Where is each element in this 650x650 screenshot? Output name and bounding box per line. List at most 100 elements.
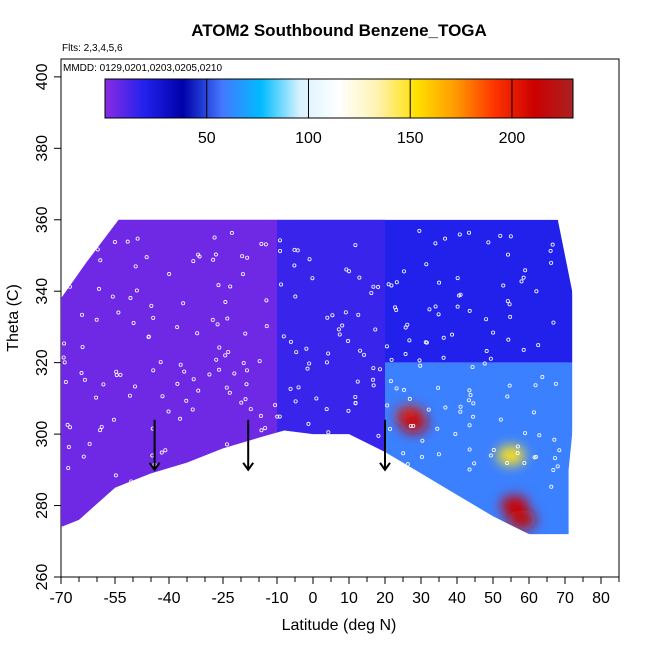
sample-point [540,375,545,380]
sample-point [217,345,222,350]
sample-point [533,383,538,388]
sample-point [224,385,229,390]
sample-point [159,450,164,455]
sample-point [87,441,92,446]
sample-point [161,472,166,477]
y-axis: 260 280 300 320 340 360 380 400 [34,63,61,590]
sample-point [292,263,297,268]
sample-point [245,255,250,260]
sample-point [467,308,472,313]
sample-point [305,366,310,371]
sample-point [344,267,349,272]
y-tick-label: 260 [34,564,51,591]
sample-point [158,360,163,365]
arrow-head [242,462,255,472]
sample-point [146,334,151,339]
sample-point [279,451,284,456]
sample-point [386,282,391,287]
sample-point [207,372,212,377]
x-tick-label: 0 [309,590,318,607]
sample-point [467,447,472,452]
sample-point [258,413,263,418]
sample-point [467,230,472,235]
sample-point [257,359,262,364]
sample-point [223,353,228,358]
sample-point [232,371,237,376]
sample-point [353,243,358,248]
colorbar-tick-label: 100 [295,130,322,147]
sample-point [279,282,284,287]
x-tick-label: 80 [592,590,610,607]
heat-hotspot [497,445,525,466]
sample-point [371,377,376,382]
sample-point [355,379,360,384]
sample-point [362,352,367,357]
sample-point [275,414,280,419]
sample-point [418,363,423,368]
heat-hotspot [399,413,428,434]
heat-blend [396,406,536,530]
sample-point [223,300,228,305]
sample-point [394,307,399,312]
sample-point [534,289,539,294]
sample-point [403,352,408,357]
chart-title: ATOM2 Southbound Benzene_TOGA [191,21,487,40]
x-tick-label: -55 [103,590,126,607]
sample-point [326,351,331,356]
sample-point [548,248,553,253]
sample-point [192,468,197,473]
sample-point [99,424,104,429]
sample-point [133,384,138,389]
sample-point [256,477,261,482]
arrow-head [148,462,161,472]
sample-point [98,428,103,433]
sample-point [403,325,408,330]
y-tick-label: 340 [34,278,51,305]
sample-point [537,433,542,438]
sample-point [63,380,68,385]
sample-point [371,284,376,289]
arrow-head [379,462,391,472]
sample-point [216,283,221,288]
colorbar-tick-label: 150 [397,130,424,147]
x-tick-label: 20 [376,590,394,607]
x-axis-label: Latitude (deg N) [282,617,397,634]
sample-point [95,247,100,252]
flights-annotation: Flts: 2,3,4,5,6 [62,43,123,54]
sample-point [62,341,67,346]
sample-point [81,454,86,459]
sample-point [353,448,358,453]
sample-point [505,461,510,466]
sample-point [498,417,503,422]
sample-point [373,458,378,463]
sample-point [420,438,425,443]
sample-point [436,312,441,317]
y-tick-label: 380 [34,135,51,162]
sample-point [243,397,248,402]
sample-point [310,276,315,281]
sample-point [436,385,441,390]
sample-point [325,315,330,320]
sample-point [455,276,460,281]
sample-point [151,368,156,373]
x-tick-label: -25 [211,590,234,607]
sample-point [336,327,341,332]
sample-point [376,285,381,290]
sample-point [175,325,180,330]
sample-point [278,248,283,253]
sample-point [377,367,382,372]
sample-point [116,310,121,315]
sample-point [441,335,446,340]
x-tick-label: 70 [556,590,574,607]
sample-point [515,444,520,449]
sample-point [458,409,463,414]
sample-point [263,242,268,247]
sample-point [488,453,493,458]
sample-point [128,296,133,301]
sample-point [443,405,448,410]
sample-point [67,259,72,264]
sample-point [82,377,87,382]
sample-point [307,257,312,262]
sample-point [455,304,460,309]
sample-point [384,344,389,349]
